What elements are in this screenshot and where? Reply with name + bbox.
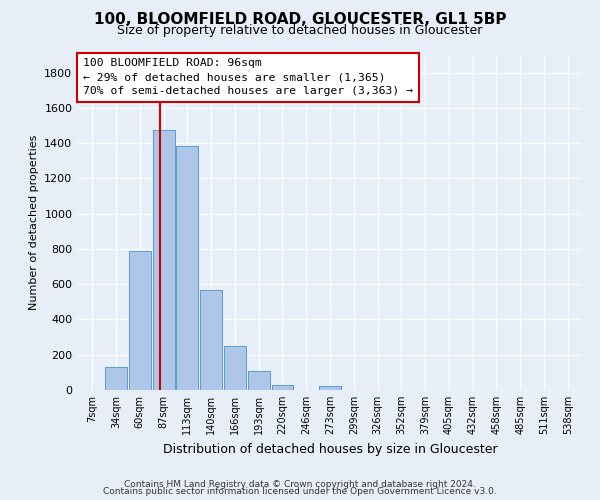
Text: Contains HM Land Registry data © Crown copyright and database right 2024.: Contains HM Land Registry data © Crown c… [124, 480, 476, 489]
Bar [248, 370, 269, 390]
X-axis label: Distribution of detached houses by size in Gloucester: Distribution of detached houses by size … [163, 442, 497, 456]
Bar [319, 386, 341, 390]
Bar [200, 290, 222, 390]
Bar [224, 346, 246, 390]
Text: 100 BLOOMFIELD ROAD: 96sqm
← 29% of detached houses are smaller (1,365)
70% of s: 100 BLOOMFIELD ROAD: 96sqm ← 29% of deta… [83, 58, 413, 96]
Bar [176, 146, 198, 390]
Bar [152, 130, 175, 390]
Y-axis label: Number of detached properties: Number of detached properties [29, 135, 39, 310]
Bar [105, 367, 127, 390]
Text: Contains public sector information licensed under the Open Government Licence v3: Contains public sector information licen… [103, 488, 497, 496]
Bar [272, 384, 293, 390]
Text: 100, BLOOMFIELD ROAD, GLOUCESTER, GL1 5BP: 100, BLOOMFIELD ROAD, GLOUCESTER, GL1 5B… [94, 12, 506, 28]
Text: Size of property relative to detached houses in Gloucester: Size of property relative to detached ho… [118, 24, 482, 37]
Bar [129, 250, 151, 390]
